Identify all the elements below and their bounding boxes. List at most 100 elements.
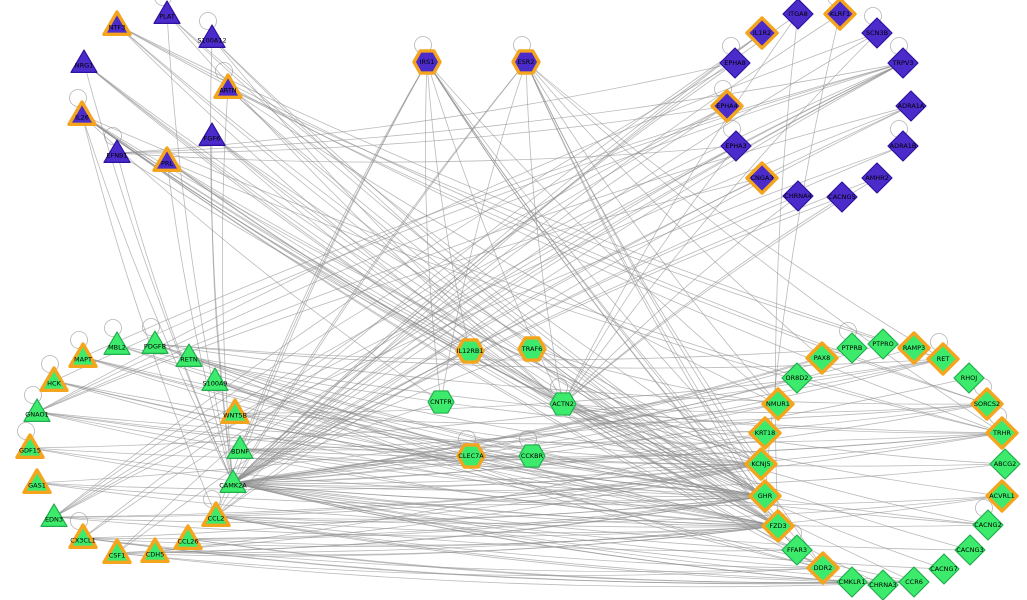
node-KCNJ5[interactable] — [744, 447, 778, 481]
edge — [470, 455, 766, 497]
node-CHRNA4[interactable] — [782, 180, 814, 212]
node-DDR2[interactable] — [806, 551, 840, 585]
self-loop-edge — [104, 127, 122, 145]
node-PTPRB[interactable] — [836, 332, 868, 364]
edge — [116, 62, 736, 154]
node-EPHA8[interactable] — [719, 47, 751, 79]
node-CCL26[interactable] — [173, 524, 203, 551]
edge — [232, 350, 471, 484]
edge — [562, 145, 737, 405]
node-MBL2[interactable] — [103, 331, 131, 355]
node-PRL[interactable] — [152, 146, 182, 173]
node-FGF6[interactable] — [198, 122, 226, 146]
node-IL1R2[interactable] — [745, 16, 779, 50]
node-CLEC7A[interactable] — [456, 443, 486, 469]
node-KLRF1[interactable] — [823, 0, 857, 31]
node-CNTFR[interactable] — [427, 390, 455, 414]
node-TRHR[interactable] — [985, 416, 1019, 450]
node-CNGA3[interactable] — [745, 161, 779, 195]
node-ADRA1B[interactable] — [887, 130, 919, 162]
edge — [239, 61, 428, 450]
node-CCL2[interactable] — [201, 501, 231, 528]
node-RAMP3[interactable] — [897, 331, 931, 365]
self-loop-edge — [142, 318, 160, 336]
node-CAMK2A[interactable] — [219, 469, 247, 493]
node-GNAO1[interactable] — [23, 398, 51, 422]
node-IRS1[interactable] — [412, 49, 442, 75]
node-CSF1[interactable] — [102, 538, 132, 565]
node-FFAR3[interactable] — [781, 534, 813, 566]
node-BDNF[interactable] — [226, 435, 254, 459]
node-CACNG3[interactable] — [954, 534, 986, 566]
node-CDH5[interactable] — [140, 537, 170, 564]
node-NRG1[interactable] — [70, 49, 98, 73]
edge — [232, 358, 944, 484]
node-PTPRO[interactable] — [867, 328, 899, 360]
node-IL26[interactable] — [67, 100, 97, 127]
node-ADRA1A[interactable] — [895, 90, 927, 122]
node-PLAT[interactable] — [153, 0, 181, 24]
node-GDF15[interactable] — [15, 433, 45, 460]
node-CX3CL1[interactable] — [68, 523, 98, 550]
node-CACNG7[interactable] — [928, 553, 960, 585]
node-ESR2[interactable] — [511, 49, 541, 75]
node-MAPT[interactable] — [68, 342, 98, 369]
node-NTF3[interactable] — [102, 10, 132, 37]
node-PAX8[interactable] — [805, 341, 839, 375]
node-TRPV3[interactable] — [887, 47, 919, 79]
edge — [232, 61, 527, 484]
edge — [29, 358, 944, 449]
node-RET[interactable] — [926, 342, 960, 376]
node-SORCS2[interactable] — [970, 387, 1004, 421]
node-AMHR2[interactable] — [861, 162, 893, 194]
node-SCN3B[interactable] — [861, 17, 893, 49]
edge — [531, 348, 779, 405]
edge — [562, 403, 1006, 465]
node-EDN3[interactable] — [40, 503, 68, 527]
node-GAS1[interactable] — [22, 468, 52, 495]
edge — [82, 356, 766, 497]
node-ACTN2[interactable] — [549, 392, 577, 416]
edge — [166, 160, 1003, 434]
node-CACNG5[interactable] — [826, 181, 858, 213]
node-CCKBR[interactable] — [518, 444, 546, 468]
node-HCK[interactable] — [39, 366, 69, 393]
node-CACNG2[interactable] — [972, 509, 1004, 541]
edge — [562, 13, 799, 405]
edge — [116, 24, 944, 360]
node-CHRNA3[interactable] — [867, 569, 899, 600]
node-S100A9[interactable] — [201, 367, 229, 391]
edge — [232, 377, 970, 484]
node-RETN[interactable] — [175, 343, 203, 367]
edge — [214, 380, 915, 583]
node-IL12RB1[interactable] — [455, 338, 485, 364]
node-EFNB1[interactable] — [103, 139, 131, 163]
edge — [53, 432, 1003, 518]
edge — [211, 135, 564, 405]
node-EPHA3[interactable] — [720, 130, 752, 162]
self-loop-edge — [104, 319, 122, 337]
node-PDGFB[interactable] — [141, 330, 169, 354]
node-FZD3[interactable] — [761, 509, 795, 543]
node-ARTN[interactable] — [213, 73, 243, 100]
node-OR8D2[interactable] — [781, 362, 813, 394]
edge — [232, 482, 971, 551]
edge — [116, 24, 1003, 434]
node-ACVRL1[interactable] — [985, 479, 1019, 513]
node-ABCG2[interactable] — [989, 448, 1021, 480]
edge — [116, 24, 564, 405]
node-CMKLR1[interactable] — [836, 566, 868, 598]
node-S100A12[interactable] — [198, 24, 226, 48]
node-GHR[interactable] — [748, 479, 782, 513]
node-EPHA4[interactable] — [710, 89, 744, 123]
node-ITGA8[interactable] — [782, 0, 814, 30]
node-CCR6[interactable] — [898, 566, 930, 598]
node-RHOJ[interactable] — [953, 362, 985, 394]
node-NMUR1[interactable] — [761, 387, 795, 421]
node-KRT18[interactable] — [748, 416, 782, 450]
edge — [29, 447, 766, 497]
edge — [154, 525, 779, 556]
edge — [562, 403, 766, 497]
node-WNT5B[interactable] — [220, 398, 250, 425]
node-TRAF6[interactable] — [517, 336, 547, 362]
